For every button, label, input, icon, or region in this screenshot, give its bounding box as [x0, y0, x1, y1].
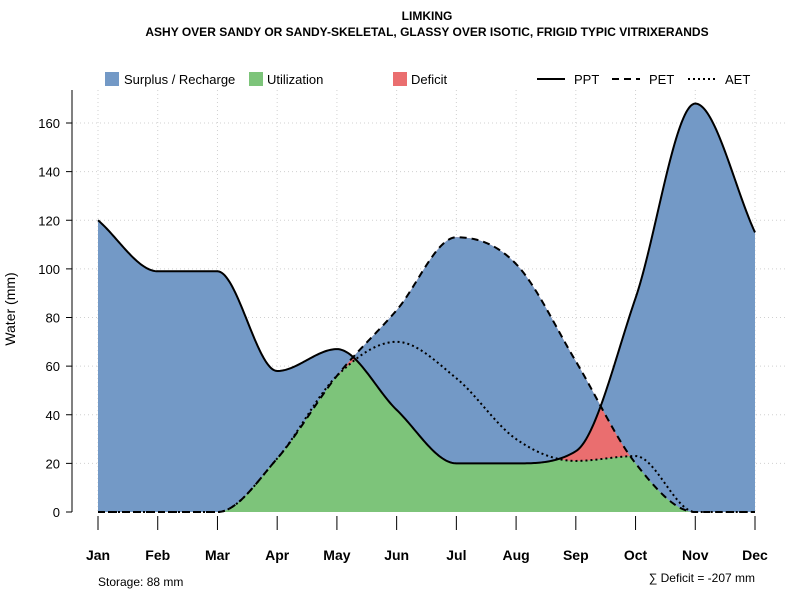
legend-label-deficit: Deficit — [411, 72, 448, 87]
series-lines — [97, 102, 756, 513]
x-tick-label: Jun — [384, 547, 409, 563]
y-tick-label: 100 — [38, 262, 60, 277]
area-surplus-top — [98, 103, 755, 513]
y-tick-label: 40 — [46, 408, 60, 423]
x-tick-label: Jul — [446, 547, 466, 563]
storage-note: Storage: 88 mm — [98, 575, 183, 589]
x-tick-label: Feb — [145, 547, 170, 563]
legend-label-ppt: PPT — [574, 72, 599, 87]
x-tick-label: May — [323, 547, 350, 563]
legend-label-surplus: Surplus / Recharge — [124, 72, 235, 87]
x-tick-label: Aug — [502, 547, 529, 563]
x-tick-label: Jan — [86, 547, 110, 563]
y-ticks: 0 20 40 60 80 100 120 140 160 — [38, 116, 72, 520]
x-tick-label: Sep — [563, 547, 589, 563]
y-tick-label: 160 — [38, 116, 60, 131]
area-deficit — [98, 237, 755, 512]
x-tick-label: Nov — [682, 547, 709, 563]
y-tick-label: 80 — [46, 311, 60, 326]
legend-swatch-deficit — [393, 72, 407, 86]
legend-label-aet: AET — [725, 72, 750, 87]
series-line-ppt — [97, 102, 756, 465]
y-tick-label: 20 — [46, 456, 60, 471]
series-line-pet — [98, 236, 755, 513]
chart-subtitle: ASHY OVER SANDY OR SANDY-SKELETAL, GLASS… — [145, 25, 708, 39]
y-axis-label: Water (mm) — [2, 272, 18, 345]
deficit-note: ∑ Deficit = -207 mm — [649, 571, 755, 585]
series-line-aet — [98, 340, 755, 513]
x-ticks: Jan Feb Mar Apr May Jun Jul Aug Sep Oct Nov Dec — [86, 516, 768, 563]
y-tick-label: 60 — [46, 359, 60, 374]
legend-swatch-surplus — [105, 72, 119, 86]
legend-label-pet: PET — [649, 72, 674, 87]
y-tick-label: 120 — [38, 213, 60, 228]
x-tick-label: Oct — [624, 547, 648, 563]
x-tick-label: Apr — [265, 547, 290, 563]
area-layers — [98, 103, 755, 513]
x-tick-label: Dec — [742, 547, 768, 563]
y-tick-label: 140 — [38, 165, 60, 180]
legend-swatch-utilization — [249, 72, 263, 86]
legend-label-utilization: Utilization — [267, 72, 323, 87]
chart-title: LIMKING — [402, 9, 453, 23]
y-tick-label: 0 — [53, 505, 60, 520]
legend: Surplus / Recharge Utilization Deficit P… — [105, 72, 750, 87]
x-tick-label: Mar — [205, 547, 230, 563]
